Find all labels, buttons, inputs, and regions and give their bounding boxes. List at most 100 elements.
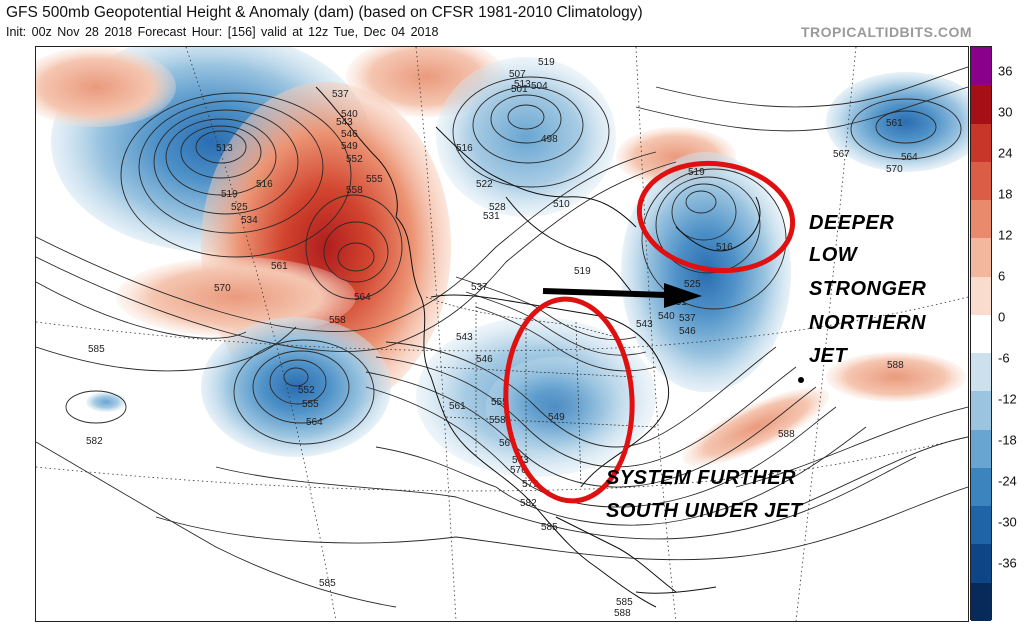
colorbar-tick-label: 6 xyxy=(998,268,1006,284)
graticule xyxy=(36,47,968,621)
colorbar-tick-label: -18 xyxy=(998,432,1017,448)
contour-label: 546 xyxy=(341,129,358,140)
contour-label: 513 xyxy=(216,143,233,154)
circle-southern-system xyxy=(503,296,635,504)
colorbar-segment xyxy=(971,47,991,86)
contour-label: 519 xyxy=(688,167,705,178)
colorbar-segment xyxy=(971,391,991,431)
contour-label: 525 xyxy=(684,279,701,290)
contour-label: 531 xyxy=(483,211,500,222)
arrow-head xyxy=(664,283,702,308)
contour-label: 543 xyxy=(456,332,473,343)
colorbar-segment xyxy=(971,123,991,163)
contour-label: 555 xyxy=(491,397,508,408)
annotation-line: NORTHERN xyxy=(809,312,926,334)
contour-label: 519 xyxy=(538,57,555,68)
contour-label: 588 xyxy=(778,429,795,440)
contour-label: 564 xyxy=(306,417,323,428)
annotation-line: SOUTH UNDER JET xyxy=(606,500,804,522)
colorbar-segment xyxy=(971,582,991,622)
map-title: GFS 500mb Geopotential Height & Anomaly … xyxy=(6,4,643,21)
annotation-line: STRONGER xyxy=(809,278,926,300)
contour-label: 564 xyxy=(901,152,918,163)
contour-label: 558 xyxy=(346,185,363,196)
colorbar-segment xyxy=(971,161,991,201)
contour-label: 564 xyxy=(354,292,371,303)
contour-label: 513 xyxy=(514,79,531,90)
contour-label: 558 xyxy=(489,415,506,426)
contour-label: 504 xyxy=(531,81,548,92)
annotation-text-right: DEEPER LOW STRONGER NORTHERN JET xyxy=(809,212,926,367)
annotation-circles xyxy=(503,160,796,504)
contour-label: 501 xyxy=(511,84,528,95)
source-watermark: TROPICALTIDBITS.COM xyxy=(800,24,972,40)
anomaly-shading xyxy=(36,47,968,477)
contour-label: 567 xyxy=(833,149,850,160)
colorbar-segment xyxy=(971,85,991,125)
contour-label: 570 xyxy=(886,164,903,175)
colorbar-tick-label: -30 xyxy=(998,514,1017,530)
jet-arrow xyxy=(542,283,702,308)
annotation-line: DEEPER xyxy=(809,212,894,234)
colorbar-tick-label: -6 xyxy=(998,350,1010,366)
contour-label: 582 xyxy=(520,498,537,509)
contour-labels: 513 516 519 525 534 561 570 537 540 543 … xyxy=(86,57,918,619)
contour-label: 519 xyxy=(221,189,238,200)
contour-label: 561 xyxy=(886,118,903,129)
colorbar-segment xyxy=(971,506,991,545)
annotation-line: LOW xyxy=(809,244,859,266)
contour-label: 570 xyxy=(214,283,231,294)
contour-label: 522 xyxy=(476,179,493,190)
contour-label: 543 xyxy=(336,117,353,128)
contour-label: 525 xyxy=(231,202,248,213)
colorbar-tick-label: -24 xyxy=(998,473,1017,489)
contour-label: 585 xyxy=(541,522,558,533)
colorbar-tick-label: 0 xyxy=(998,309,1006,325)
contour-label: 549 xyxy=(548,412,565,423)
colorbar-tick-label: 18 xyxy=(998,186,1013,202)
contour-label: 537 xyxy=(471,282,488,293)
map-subtitle: Init: 00z Nov 28 2018 Forecast Hour: [15… xyxy=(6,25,439,39)
annotation-line: JET xyxy=(809,345,848,367)
contour-label: 579 xyxy=(522,479,539,490)
anomaly-colorbar xyxy=(970,46,992,622)
colorbar-segment xyxy=(971,429,991,469)
contour-label: 516 xyxy=(256,179,273,190)
contour-label: 519 xyxy=(574,266,591,277)
contour-label: 537 xyxy=(679,313,696,324)
contour-label: 549 xyxy=(341,141,358,152)
contour-label: 510 xyxy=(553,199,570,210)
contour-label: 516 xyxy=(716,242,733,253)
contour-label: 582 xyxy=(86,436,103,447)
contour-label: 552 xyxy=(346,154,363,165)
contour-label: 540 xyxy=(658,311,675,322)
land-outline xyxy=(315,86,761,608)
contour-label: 534 xyxy=(241,215,258,226)
colorbar-segment xyxy=(971,200,991,239)
contour-label: 567 xyxy=(499,438,516,449)
contour-label: 555 xyxy=(302,399,319,410)
contour-label: 561 xyxy=(271,261,288,272)
contour-label: 546 xyxy=(476,354,493,365)
contour-label: 555 xyxy=(366,174,383,185)
circle-deeper-low xyxy=(636,160,796,274)
contour-label: 546 xyxy=(679,326,696,337)
colorbar-tick-label: -12 xyxy=(998,391,1017,407)
contour-label: 552 xyxy=(298,385,315,396)
contour-label: 540 xyxy=(341,109,358,120)
map-panel: 513 516 519 525 534 561 570 537 540 543 … xyxy=(35,46,969,622)
region-borders xyxy=(425,296,657,488)
annotation-text-bottom: SYSTEM FURTHER SOUTH UNDER JET xyxy=(606,467,804,522)
colorbar-segment xyxy=(971,353,991,392)
colorbar-segment xyxy=(971,467,991,507)
contour-label: 528 xyxy=(489,202,506,213)
colorbar-segment xyxy=(971,544,991,584)
map-marker-dot xyxy=(798,377,804,383)
contour-label: 558 xyxy=(329,315,346,326)
contour-label: 516 xyxy=(456,143,473,154)
contour-label: 561 xyxy=(449,401,466,412)
colorbar-tick-label: 36 xyxy=(998,63,1013,79)
contour-label: 537 xyxy=(332,89,349,100)
colorbar-tick-label: 30 xyxy=(998,104,1013,120)
contour-label: 585 xyxy=(616,597,633,608)
